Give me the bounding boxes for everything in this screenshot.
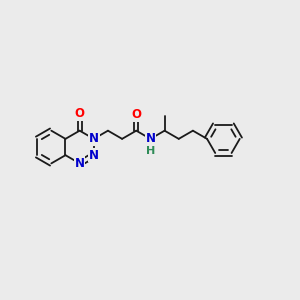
Text: O: O <box>75 107 85 120</box>
Text: N: N <box>75 157 85 170</box>
Text: N: N <box>89 132 99 146</box>
Text: H: H <box>146 146 155 156</box>
Text: N: N <box>89 149 99 162</box>
Text: N: N <box>146 132 155 146</box>
Text: O: O <box>131 108 141 121</box>
